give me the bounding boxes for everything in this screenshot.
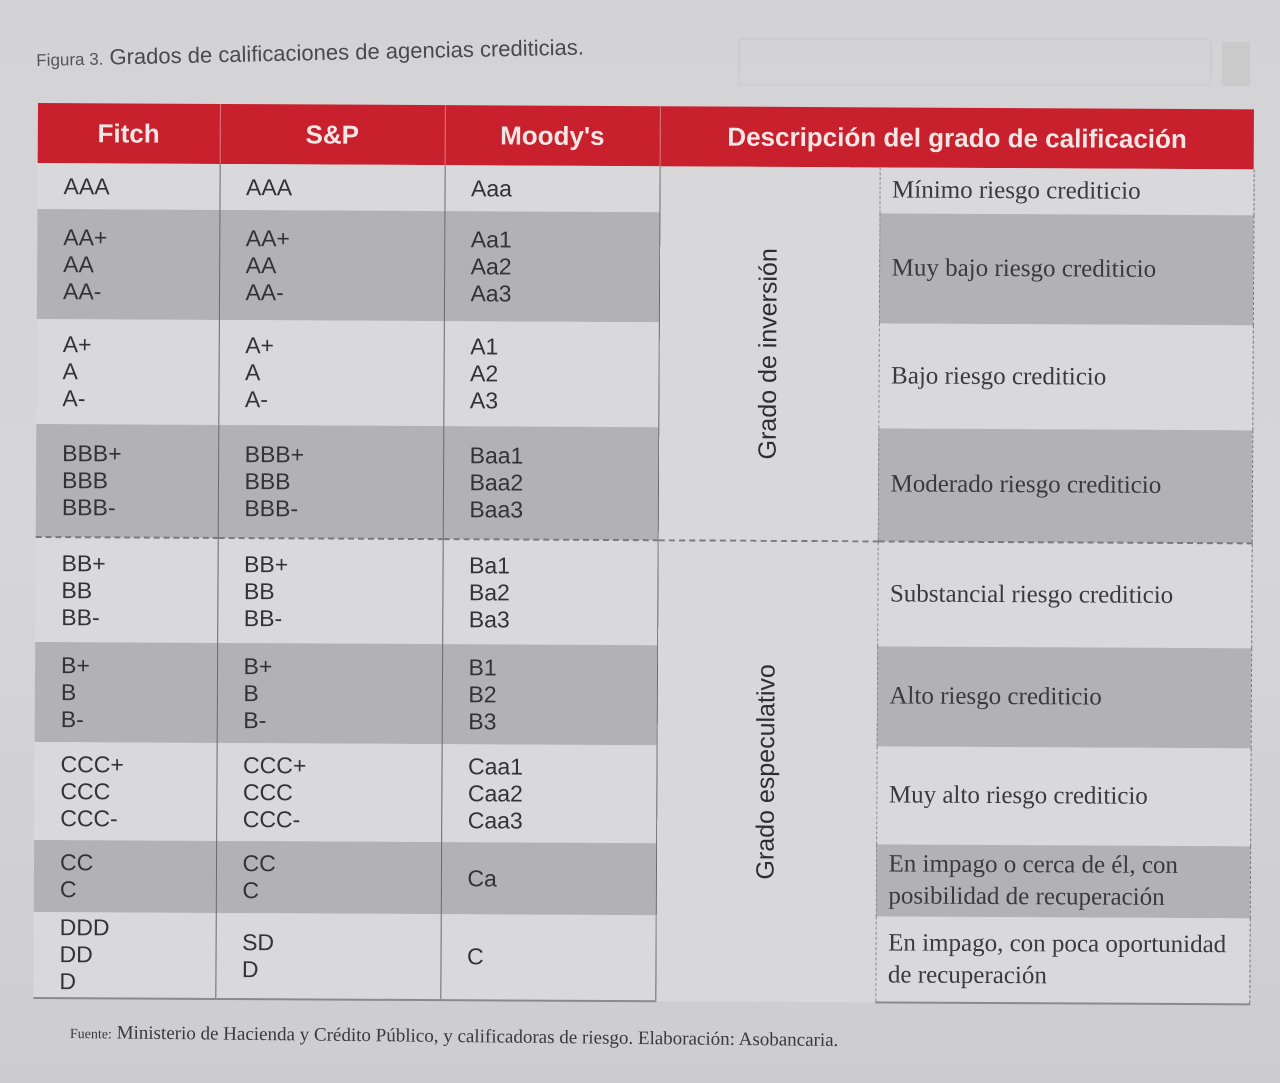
source-label: Fuente: bbox=[69, 1026, 112, 1043]
bleed-through-heading bbox=[738, 38, 1212, 86]
fitch-cell: DDD DD D bbox=[33, 911, 216, 999]
group-investment-grade: Grado de inversión bbox=[657, 166, 880, 542]
sp-cell: BBB+ BBB BBB- bbox=[217, 424, 444, 540]
moodys-cell: Ca bbox=[440, 842, 657, 916]
sp-cell: SD D bbox=[215, 912, 441, 1001]
fitch-cell: AA+ AA AA- bbox=[36, 208, 220, 320]
fitch-cell: B+ B B- bbox=[34, 641, 218, 743]
source-note: Fuente: Ministerio de Hacienda y Crédito… bbox=[70, 1022, 839, 1052]
moodys-cell: Caa1 Caa2 Caa3 bbox=[441, 744, 657, 844]
figure-title: Grados de calificaciones de agencias cre… bbox=[109, 34, 585, 70]
moodys-cell: Aa1 Aa2 Aa3 bbox=[443, 211, 660, 323]
header-description: Descripción del grado de calificación bbox=[659, 106, 1254, 170]
sp-cell: CCC+ CCC CCC- bbox=[216, 742, 442, 843]
description-cell: En impago, con poca oportunidad de recup… bbox=[875, 916, 1250, 1005]
fitch-cell: BBB+ BBB BBB- bbox=[35, 423, 219, 538]
source-text: Ministerio de Hacienda y Crédito Público… bbox=[116, 1022, 839, 1052]
description-cell: Alto riesgo crediticio bbox=[876, 646, 1252, 749]
sp-cell: CC C bbox=[215, 840, 442, 915]
table-row: B+ B B- B+ B B- B1 B2 B3 Alto riesgo creditici… bbox=[34, 641, 1252, 749]
header-sp: S&P bbox=[219, 103, 445, 166]
table-header-row: Fitch S&P Moody's Descripción del grado … bbox=[37, 103, 1254, 170]
fitch-cell: CCC+ CCC CCC- bbox=[34, 741, 217, 841]
fitch-cell: AAA bbox=[37, 162, 220, 210]
description-cell: Substancial riesgo crediticio bbox=[877, 541, 1252, 649]
table-row: CC C CC C Ca En impago o cerca de él, con … bbox=[33, 839, 1251, 919]
sp-cell: A+ A A- bbox=[218, 319, 444, 427]
description-cell: Bajo riesgo crediticio bbox=[878, 323, 1253, 431]
sp-cell: AA+ AA AA- bbox=[218, 209, 445, 322]
ratings-table: Fitch S&P Moody's Descripción del grado … bbox=[33, 103, 1254, 1005]
moodys-cell: C bbox=[440, 914, 656, 1002]
ratings-table-container: Fitch S&P Moody's Descripción del grado … bbox=[33, 103, 1254, 1005]
header-fitch: Fitch bbox=[37, 103, 220, 164]
table-row: DDD DD D SD D C En impago, con poca oportun… bbox=[33, 911, 1250, 1005]
moodys-cell: A1 A2 A3 bbox=[443, 321, 659, 428]
group-label: Grado de inversión bbox=[753, 247, 783, 460]
fitch-cell: BB+ BB BB- bbox=[35, 536, 218, 643]
sp-cell: BB+ BB BB- bbox=[217, 537, 443, 645]
fitch-cell: CC C bbox=[33, 839, 217, 913]
description-cell: Muy bajo riesgo crediticio bbox=[878, 213, 1254, 326]
moodys-cell: Ba1 Ba2 Ba3 bbox=[442, 539, 658, 646]
table-row: AAA AAA Aaa Grado de inversión Mínimo ri… bbox=[37, 162, 1254, 542]
table-row: AA+ AA AA- AA+ AA AA- Aa1 Aa2 Aa3 Muy bajo rie… bbox=[36, 208, 1254, 326]
header-moodys: Moody's bbox=[444, 105, 660, 167]
fitch-cell: A+ A A- bbox=[36, 318, 219, 425]
moodys-cell: B1 B2 B3 bbox=[441, 644, 658, 746]
table-row: BBB+ BBB BBB- BBB+ BBB BBB- Baa1 Baa2 Baa3 Mod… bbox=[35, 423, 1253, 544]
table-row: A+ A A- A+ A A- A1 A2 A3 Bajo riesgo creditici… bbox=[36, 318, 1253, 431]
group-label: Grado especulativo bbox=[751, 664, 781, 880]
bleed-through-block bbox=[1222, 42, 1250, 86]
description-cell: Moderado riesgo crediticio bbox=[877, 428, 1253, 544]
moodys-cell: Baa1 Baa2 Baa3 bbox=[442, 426, 659, 541]
sp-cell: B+ B B- bbox=[216, 642, 443, 745]
description-cell: Mínimo riesgo crediticio bbox=[879, 167, 1254, 216]
description-cell: Muy alto riesgo crediticio bbox=[876, 746, 1251, 847]
table-row: CCC+ CCC CCC- CCC+ CCC CCC- Caa1 Caa2 Caa3 Muy… bbox=[34, 741, 1251, 847]
figure-caption: Figura 3. Grados de calificaciones de ag… bbox=[36, 35, 584, 72]
table-row: BB+ BB BB- BB+ BB BB- Ba1 Ba2 Ba3 Grado especu… bbox=[35, 536, 1252, 1003]
moodys-cell: Aaa bbox=[444, 165, 660, 213]
description-cell: En impago o cerca de él, con posibilidad… bbox=[875, 844, 1251, 919]
group-speculative-grade: Grado especulativo bbox=[655, 540, 878, 1003]
figure-label: Figura 3. bbox=[36, 49, 104, 70]
sp-cell: AAA bbox=[219, 163, 445, 212]
